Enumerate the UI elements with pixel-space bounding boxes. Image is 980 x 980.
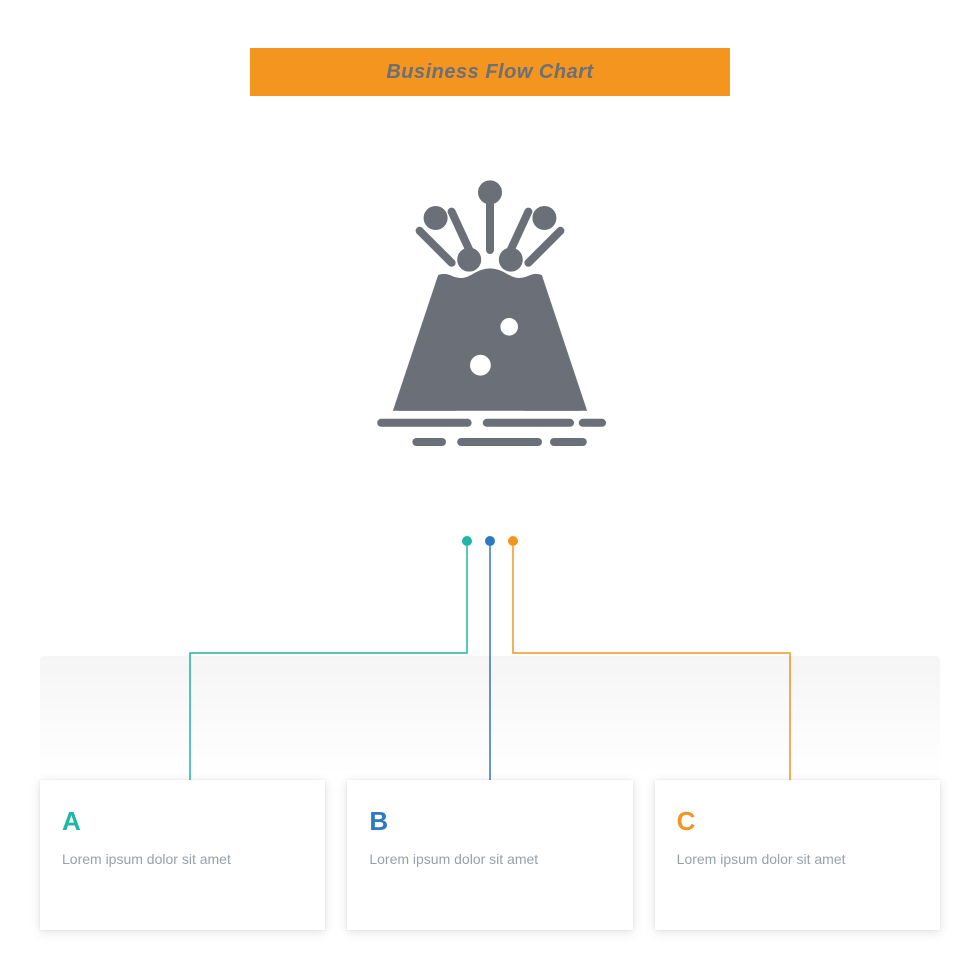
info-card: C Lorem ipsum dolor sit amet <box>655 780 940 930</box>
card-label: C <box>677 806 918 837</box>
card-label: A <box>62 806 303 837</box>
card-label: B <box>369 806 610 837</box>
connector-lines <box>0 535 980 785</box>
card-body: Lorem ipsum dolor sit amet <box>677 849 918 870</box>
connector-dot <box>508 536 518 546</box>
page-title: Business Flow Chart <box>386 61 593 84</box>
info-card: B Lorem ipsum dolor sit amet <box>347 780 632 930</box>
info-card: A Lorem ipsum dolor sit amet <box>40 780 325 930</box>
card-body: Lorem ipsum dolor sit amet <box>62 849 303 870</box>
connector-path <box>513 546 790 780</box>
central-icon-container <box>320 160 660 500</box>
connector-dot <box>462 536 472 546</box>
connector-path <box>190 546 467 780</box>
volcano-eruption-icon <box>330 170 650 490</box>
card-body: Lorem ipsum dolor sit amet <box>369 849 610 870</box>
connector-dot <box>485 536 495 546</box>
cards-row: A Lorem ipsum dolor sit amet B Lorem ipsum … <box>40 780 940 930</box>
header-band: Business Flow Chart <box>250 48 730 96</box>
